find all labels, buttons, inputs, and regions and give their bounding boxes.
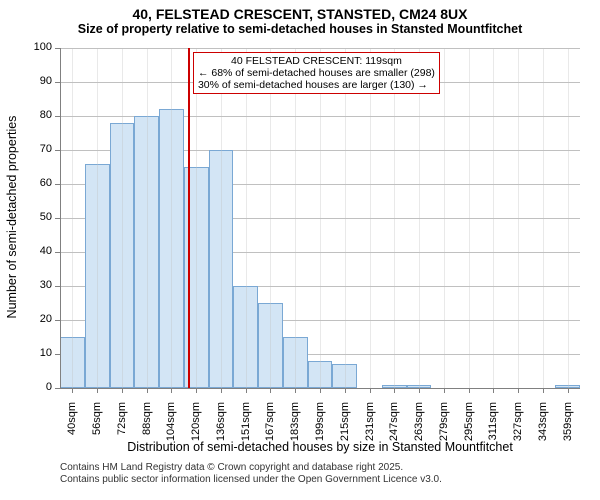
x-tick-label: 263sqm (413, 402, 425, 450)
grid-line-v (72, 48, 73, 388)
grid-line-v (246, 48, 247, 388)
chart-title: 40, FELSTEAD CRESCENT, STANSTED, CM24 8U… (0, 0, 600, 22)
grid-line-v (518, 48, 519, 388)
grid-line-v (370, 48, 371, 388)
chart-subtitle: Size of property relative to semi-detach… (0, 22, 600, 40)
grid-line-v (122, 48, 123, 388)
y-tick-label: 0 (46, 381, 52, 393)
x-tick-label: 231sqm (364, 402, 376, 450)
x-tick-label: 359sqm (562, 402, 574, 450)
plot-area: 40 FELSTEAD CRESCENT: 119sqm← 68% of sem… (60, 48, 580, 388)
reference-line (188, 48, 190, 388)
grid-line-v (469, 48, 470, 388)
grid-line-v (221, 48, 222, 388)
annotation-line: 30% of semi-detached houses are larger (… (198, 79, 435, 91)
annotation-line: ← 68% of semi-detached houses are smalle… (198, 67, 435, 79)
footer-line-2: Contains public sector information licen… (60, 474, 442, 486)
x-tick-label: 136sqm (215, 402, 227, 450)
y-axis (60, 48, 61, 388)
footer-line-1: Contains HM Land Registry data © Crown c… (60, 462, 442, 474)
grid-line-v (345, 48, 346, 388)
grid-line-v (270, 48, 271, 388)
x-tick-label: 183sqm (289, 402, 301, 450)
x-tick-label: 327sqm (512, 402, 524, 450)
chart-container: 40, FELSTEAD CRESCENT, STANSTED, CM24 8U… (0, 0, 600, 500)
grid-line-v (196, 48, 197, 388)
annotation-box: 40 FELSTEAD CRESCENT: 119sqm← 68% of sem… (193, 52, 440, 94)
x-tick-label: 120sqm (190, 402, 202, 450)
x-tick-label: 104sqm (165, 402, 177, 450)
annotation-line: 40 FELSTEAD CRESCENT: 119sqm (198, 55, 435, 67)
grid-line-v (320, 48, 321, 388)
x-tick-label: 199sqm (314, 402, 326, 450)
x-tick-label: 295sqm (463, 402, 475, 450)
grid-line-v (419, 48, 420, 388)
x-axis (60, 388, 580, 389)
x-tick-label: 56sqm (91, 402, 103, 450)
grid-line-v (444, 48, 445, 388)
x-tick-label: 343sqm (537, 402, 549, 450)
grid-line-v (171, 48, 172, 388)
y-tick-label: 50 (40, 211, 52, 223)
y-tick-label: 30 (40, 279, 52, 291)
grid-line-v (543, 48, 544, 388)
y-tick-label: 40 (40, 245, 52, 257)
footer-text: Contains HM Land Registry data © Crown c… (60, 462, 442, 486)
grid-line-v (493, 48, 494, 388)
y-tick-label: 20 (40, 313, 52, 325)
grid-line-v (295, 48, 296, 388)
x-tick-label: 311sqm (487, 402, 499, 450)
x-tick-label: 215sqm (339, 402, 351, 450)
y-tick-label: 60 (40, 177, 52, 189)
y-tick-label: 100 (34, 41, 52, 53)
x-tick-label: 88sqm (141, 402, 153, 450)
x-tick-label: 151sqm (240, 402, 252, 450)
x-tick-label: 72sqm (116, 402, 128, 450)
y-axis-label: Number of semi-detached properties (5, 107, 19, 327)
grid-line-v (394, 48, 395, 388)
y-tick-label: 70 (40, 143, 52, 155)
x-tick-label: 167sqm (264, 402, 276, 450)
grid-line-v (568, 48, 569, 388)
y-tick-label: 10 (40, 347, 52, 359)
grid-line-v (97, 48, 98, 388)
y-tick-label: 90 (40, 75, 52, 87)
x-tick-label: 247sqm (388, 402, 400, 450)
grid-line-v (147, 48, 148, 388)
x-tick-label: 279sqm (438, 402, 450, 450)
x-tick-label: 40sqm (66, 402, 78, 450)
y-tick-label: 80 (40, 109, 52, 121)
